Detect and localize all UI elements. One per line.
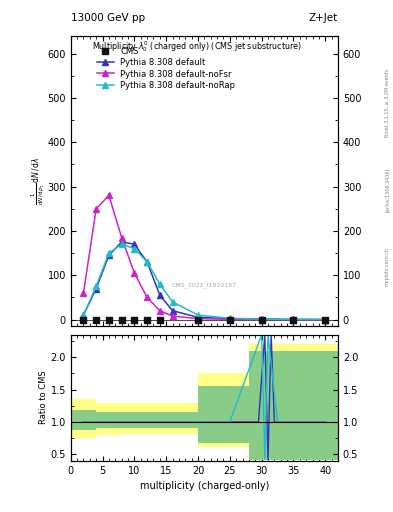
Pythia 8.308 default-noRap — [81, 312, 86, 318]
CMS — [195, 315, 201, 324]
Pythia 8.308 default-noFsr — [132, 270, 137, 276]
Pythia 8.308 default — [94, 286, 99, 292]
CMS — [259, 315, 265, 324]
Line: Pythia 8.308 default-noRap: Pythia 8.308 default-noRap — [81, 242, 328, 323]
Pythia 8.308 default-noRap — [107, 250, 111, 256]
Legend: CMS, Pythia 8.308 default, Pythia 8.308 default-noFsr, Pythia 8.308 default-noRa: CMS, Pythia 8.308 default, Pythia 8.308 … — [94, 44, 239, 94]
Pythia 8.308 default-noRap — [196, 312, 200, 318]
Text: Multiplicity $\lambda_0^{0}$ (charged only) (CMS jet substructure): Multiplicity $\lambda_0^{0}$ (charged on… — [92, 39, 302, 54]
Pythia 8.308 default-noFsr — [158, 308, 162, 314]
Pythia 8.308 default-noFsr — [228, 316, 232, 323]
Y-axis label: $\frac{1}{\mathrm{d}N\,/\,\mathrm{d}p_\mathrm{T}}\,\mathrm{d}N\,/\,\mathrm{d}\la: $\frac{1}{\mathrm{d}N\,/\,\mathrm{d}p_\m… — [29, 157, 46, 205]
Pythia 8.308 default-noRap — [291, 316, 296, 323]
Line: Pythia 8.308 default-noFsr: Pythia 8.308 default-noFsr — [81, 193, 328, 323]
Pythia 8.308 default-noFsr — [170, 313, 175, 319]
Pythia 8.308 default-noFsr — [259, 316, 264, 323]
Pythia 8.308 default — [323, 316, 328, 323]
CMS — [106, 315, 112, 324]
Pythia 8.308 default-noRap — [145, 259, 149, 265]
CMS — [144, 315, 150, 324]
Pythia 8.308 default — [259, 316, 264, 322]
Text: CMS_2021_I1920187: CMS_2021_I1920187 — [172, 283, 237, 288]
Pythia 8.308 default-noFsr — [323, 316, 328, 323]
CMS — [227, 315, 233, 324]
Text: 13000 GeV pp: 13000 GeV pp — [71, 13, 145, 23]
Pythia 8.308 default-noRap — [323, 316, 328, 323]
Line: Pythia 8.308 default: Pythia 8.308 default — [81, 239, 328, 323]
CMS — [119, 315, 125, 324]
Text: Rivet 3.1.10, ≥ 3.2M events: Rivet 3.1.10, ≥ 3.2M events — [385, 68, 390, 137]
X-axis label: multiplicity (charged-only): multiplicity (charged-only) — [140, 481, 269, 491]
CMS — [322, 315, 329, 324]
Pythia 8.308 default — [196, 314, 200, 321]
CMS — [80, 315, 86, 324]
Pythia 8.308 default-noFsr — [145, 294, 149, 301]
Pythia 8.308 default-noFsr — [81, 290, 86, 296]
CMS — [157, 315, 163, 324]
Pythia 8.308 default — [291, 316, 296, 323]
Text: [arXiv:1306.3436]: [arXiv:1306.3436] — [385, 167, 390, 211]
Pythia 8.308 default-noRap — [259, 316, 264, 322]
Pythia 8.308 default-noRap — [94, 283, 99, 289]
Pythia 8.308 default — [107, 252, 111, 259]
Pythia 8.308 default — [132, 241, 137, 247]
Pythia 8.308 default-noRap — [119, 241, 124, 247]
Y-axis label: Ratio to CMS: Ratio to CMS — [39, 371, 48, 424]
Pythia 8.308 default-noFsr — [119, 234, 124, 241]
Pythia 8.308 default — [145, 259, 149, 265]
Text: mcplots.cern.ch: mcplots.cern.ch — [385, 247, 390, 286]
CMS — [290, 315, 297, 324]
Pythia 8.308 default — [228, 315, 232, 322]
Pythia 8.308 default-noRap — [132, 246, 137, 252]
Pythia 8.308 default — [170, 308, 175, 314]
Pythia 8.308 default-noFsr — [291, 316, 296, 323]
Pythia 8.308 default — [158, 292, 162, 298]
Pythia 8.308 default-noRap — [158, 281, 162, 287]
CMS — [93, 315, 99, 324]
Pythia 8.308 default — [119, 239, 124, 245]
Pythia 8.308 default-noFsr — [94, 206, 99, 212]
Pythia 8.308 default-noRap — [170, 299, 175, 305]
Pythia 8.308 default-noFsr — [196, 315, 200, 322]
Text: Z+Jet: Z+Jet — [309, 13, 338, 23]
CMS — [131, 315, 138, 324]
Pythia 8.308 default-noRap — [228, 315, 232, 322]
Pythia 8.308 default-noFsr — [107, 193, 111, 199]
Pythia 8.308 default — [81, 312, 86, 318]
